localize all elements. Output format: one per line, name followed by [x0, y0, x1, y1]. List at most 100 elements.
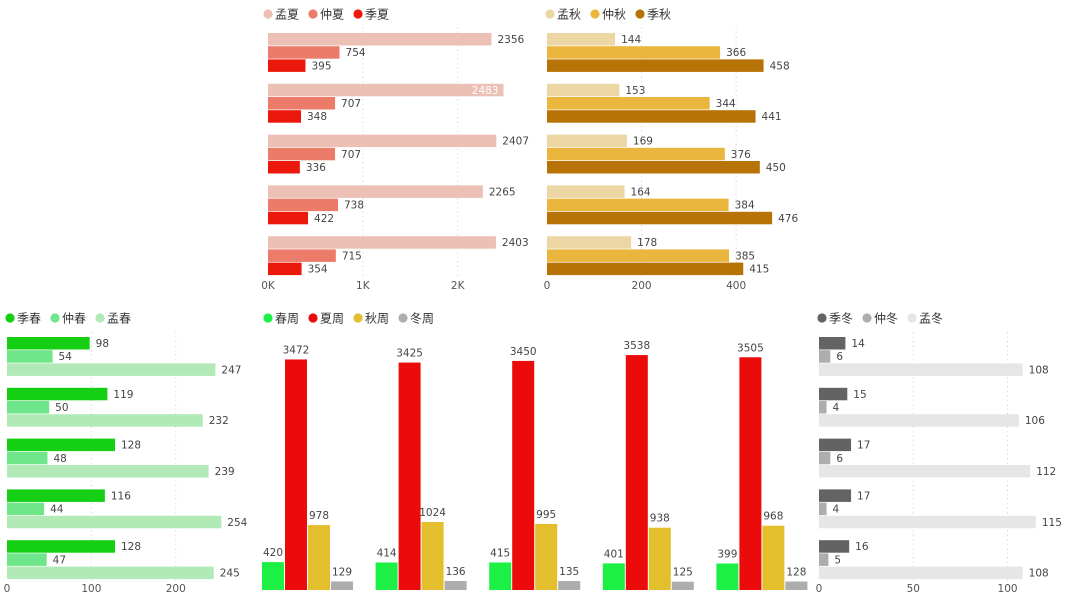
- bar: [547, 198, 729, 212]
- bar: [7, 350, 53, 363]
- data-label: 415: [749, 264, 769, 276]
- bar: [7, 502, 45, 516]
- legend-marker: [50, 313, 60, 323]
- tick-label: 0: [816, 583, 823, 595]
- data-label: 441: [762, 111, 782, 123]
- data-label: 115: [1042, 517, 1062, 529]
- bar: [308, 525, 330, 590]
- bar: [625, 355, 648, 590]
- tick-label: 200: [632, 280, 652, 292]
- data-label: 420: [263, 547, 283, 559]
- data-label: 17: [857, 440, 870, 452]
- data-label: 968: [763, 511, 783, 523]
- data-label: 2407: [502, 136, 529, 148]
- data-label: 128: [786, 567, 806, 579]
- tick-label: 100: [998, 583, 1018, 595]
- bar: [819, 401, 827, 414]
- bar: [785, 581, 808, 590]
- bar: [547, 249, 730, 262]
- data-label: 938: [650, 513, 670, 525]
- legend-label: 孟夏: [275, 8, 299, 22]
- data-label: 754: [346, 47, 366, 59]
- data-label: 112: [1036, 466, 1056, 478]
- bar: [547, 33, 616, 46]
- data-label: 707: [341, 149, 361, 161]
- data-label: 119: [113, 389, 133, 401]
- bar: [547, 134, 627, 148]
- bar: [7, 387, 108, 401]
- bar: [268, 33, 492, 46]
- legend-label: 春周: [275, 312, 299, 326]
- bar: [819, 451, 831, 465]
- bar: [558, 581, 581, 590]
- tick-label: 0K: [261, 280, 276, 292]
- legend-marker: [263, 313, 273, 323]
- data-label: 978: [309, 510, 329, 522]
- legend-marker: [263, 9, 273, 19]
- tick-label: 50: [907, 583, 920, 595]
- data-label: 169: [633, 136, 653, 148]
- data-label: 401: [604, 548, 624, 560]
- bar: [268, 185, 483, 198]
- bar: [268, 110, 302, 123]
- legend-label: 孟秋: [557, 8, 581, 22]
- data-label: 366: [726, 47, 746, 59]
- data-label: 247: [221, 364, 241, 376]
- data-label: 2356: [497, 34, 524, 46]
- data-label: 376: [731, 149, 751, 161]
- data-label: 384: [735, 200, 755, 212]
- bar: [547, 110, 756, 123]
- data-label: 354: [308, 264, 328, 276]
- bar: [331, 581, 353, 590]
- data-label: 254: [227, 517, 247, 529]
- bar: [547, 83, 620, 97]
- data-label: 108: [1029, 568, 1049, 580]
- data-label: 129: [332, 566, 352, 578]
- bar: [716, 563, 739, 590]
- legend-marker: [862, 313, 872, 323]
- legend-label: 仲春: [62, 312, 86, 326]
- bar: [547, 236, 632, 249]
- bar: [602, 563, 625, 590]
- bar: [7, 414, 203, 427]
- legend-label: 季冬: [829, 311, 853, 326]
- bar: [268, 59, 306, 72]
- data-label: 415: [490, 547, 510, 559]
- data-label: 715: [342, 250, 362, 262]
- data-label: 450: [766, 162, 786, 174]
- data-label: 4: [833, 402, 840, 414]
- legend-marker: [545, 9, 555, 19]
- bar: [819, 350, 831, 363]
- bar: [268, 262, 302, 276]
- data-label: 232: [209, 415, 229, 427]
- data-label: 136: [446, 566, 466, 578]
- tick-label: 400: [726, 280, 746, 292]
- data-label: 707: [341, 98, 361, 110]
- legend-label: 季夏: [365, 8, 389, 22]
- data-label: 344: [716, 98, 736, 110]
- data-label: 108: [1029, 364, 1049, 376]
- bar: [819, 515, 1036, 529]
- data-label: 178: [637, 237, 657, 249]
- legend-weeks: 春周 夏周 秋周 冬周: [263, 311, 434, 326]
- data-label: 14: [851, 338, 865, 350]
- legend-marker: [5, 313, 15, 323]
- legend-label: 季春: [17, 312, 41, 326]
- legend-label: 冬周: [410, 311, 434, 326]
- bar: [671, 581, 694, 590]
- bar: [7, 540, 115, 553]
- bar: [268, 97, 336, 110]
- data-label: 1024: [419, 507, 446, 519]
- bar: [7, 337, 90, 350]
- legend-label: 夏周: [320, 312, 344, 326]
- legend-marker: [635, 9, 645, 19]
- data-label: 738: [344, 200, 364, 212]
- bar: [819, 489, 852, 502]
- bar: [7, 451, 48, 465]
- bar: [421, 522, 444, 590]
- data-label: 3472: [283, 344, 310, 356]
- bar: [547, 46, 721, 59]
- data-label: 6: [836, 453, 843, 465]
- data-label: 4: [833, 504, 840, 516]
